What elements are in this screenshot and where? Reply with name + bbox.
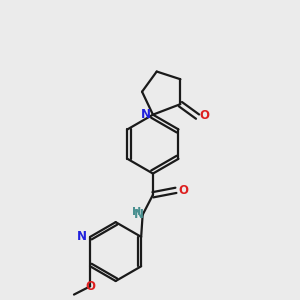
Text: N: N	[76, 230, 87, 243]
Text: O: O	[86, 280, 96, 293]
Text: O: O	[178, 184, 188, 197]
Text: O: O	[199, 109, 209, 122]
Text: N: N	[141, 108, 151, 121]
Text: H: H	[132, 207, 141, 218]
Text: N: N	[134, 208, 144, 221]
